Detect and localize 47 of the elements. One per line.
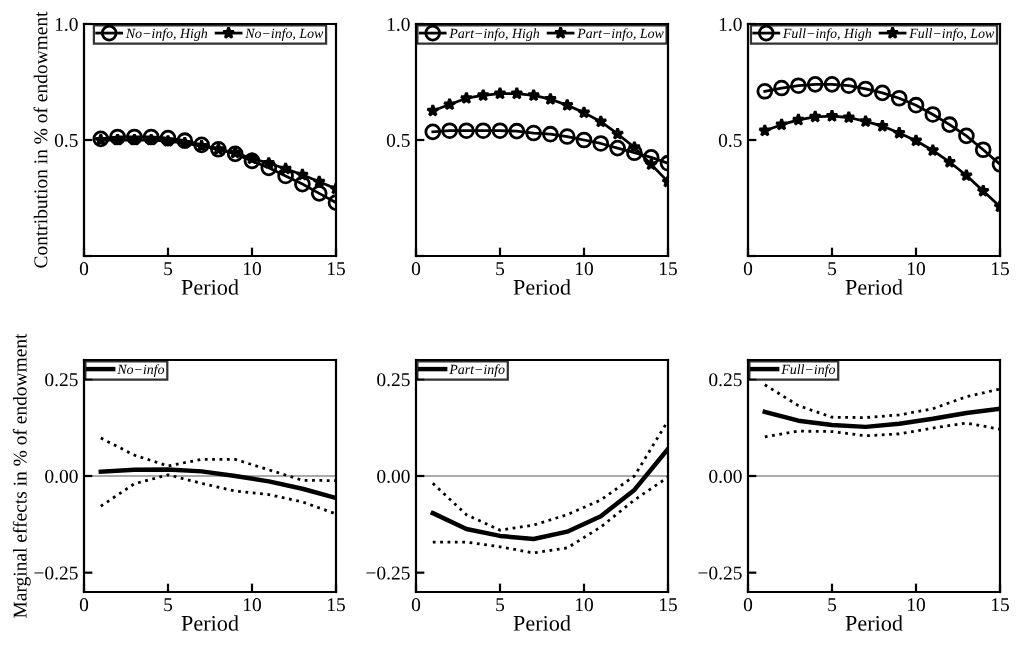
y-tick-label: 0.5 [386,133,410,148]
x-tick-label: 15 [327,598,345,612]
x-axis-title: Period [181,615,239,631]
y-axis-title: Marginal effects in % of endowment [12,333,31,618]
x-axis-title: Period [845,615,903,631]
y-tick-label: 0.25 [377,373,410,387]
x-tick-label: 15 [659,262,677,276]
y-tick-label: 1.0 [387,17,410,32]
y-tick-label: 0.25 [45,373,78,387]
x-tick-label: 15 [991,598,1009,612]
x-tick-label: 0 [411,262,421,276]
y-tick-label: 0.5 [718,133,742,148]
x-tick-label: 15 [991,262,1009,276]
x-tick-label: 0 [743,262,753,276]
x-tick-label: 0 [411,598,421,612]
x-tick-label: 5 [164,598,173,612]
x-tick-label: 0 [79,262,89,276]
x-axis-title: Period [513,615,571,631]
x-axis-title: Period [181,279,239,295]
y-tick-label: 1.0 [55,17,78,32]
x-tick-label: 15 [327,262,345,276]
y-tick-label: 0.00 [377,469,410,484]
x-tick-label: 0 [743,598,753,612]
x-tick-label: 10 [907,598,925,612]
y-tick-label: 0.00 [709,469,742,484]
x-tick-label: 10 [243,262,261,276]
y-tick-label: 0.25 [709,373,742,387]
y-axis-title: Contribution in % of endowment [33,11,48,268]
x-tick-label: 15 [659,598,677,612]
x-tick-label: 5 [496,262,505,276]
x-tick-label: 10 [907,262,925,276]
x-tick-label: 5 [828,598,837,612]
x-tick-label: 10 [575,598,593,612]
y-tick-label: −0.25 [698,566,742,580]
x-tick-label: 5 [496,598,505,612]
x-tick-label: 5 [828,262,837,276]
y-tick-label: 1.0 [719,17,742,32]
x-tick-label: 10 [575,262,593,276]
x-tick-label: 0 [79,598,89,612]
x-axis-title: Period [845,279,903,295]
y-tick-label: 0.5 [54,133,78,148]
y-tick-label: 0.00 [45,469,78,484]
y-tick-label: −0.25 [366,566,410,580]
x-tick-label: 10 [243,598,261,612]
y-tick-label: −0.25 [34,566,78,580]
x-tick-label: 5 [164,262,173,276]
x-axis-title: Period [513,279,571,295]
